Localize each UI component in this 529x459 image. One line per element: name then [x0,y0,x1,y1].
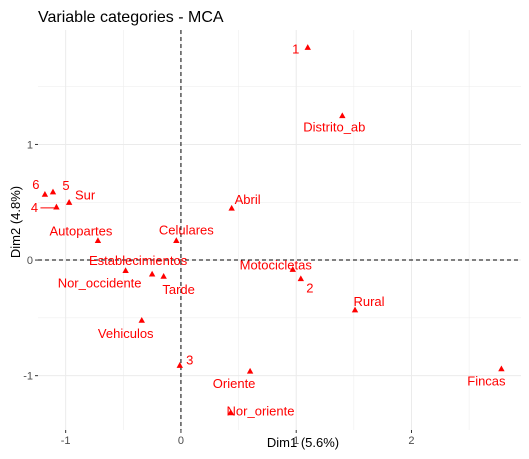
x-tick-label: 2 [408,435,414,447]
point-label: Nor_occidente [58,275,142,290]
point-label: Nor_oriente [227,404,295,419]
data-point [173,237,180,243]
data-point [289,266,296,272]
data-point [122,267,129,274]
y-tick-label: -1 [23,371,33,383]
data-point [304,44,311,50]
point-label: 5 [62,178,69,193]
data-point [228,204,235,211]
data-point [94,237,102,243]
point-label: Tarde [162,282,195,297]
data-point [227,409,234,416]
point-label: Vehiculos [98,326,154,341]
point-label: Autopartes [50,223,113,238]
data-point [297,275,305,282]
x-tick-label: 0 [178,435,184,447]
data-point [148,270,156,277]
y-tick-label: 0 [27,255,33,267]
data-point [53,203,60,210]
point-label: Fincas [467,374,506,389]
point-label: 6 [32,177,39,192]
data-point [41,190,49,197]
point-label: Sur [75,187,96,202]
reference-lines [38,30,521,430]
x-tick-label: -1 [61,435,71,447]
point-label: Abril [235,192,261,207]
y-axis-title: Dim2 (4.8%) [8,186,23,258]
data-point [351,306,359,313]
point-label: Distrito_ab [303,120,365,135]
point-label: Establecimientos [89,253,188,268]
data-point [246,367,254,374]
point-label: Rural [353,294,384,309]
data-point [65,199,73,205]
chart-title: Variable categories - MCA [38,9,224,26]
data-point [176,362,183,368]
point-label: 1 [292,41,299,56]
data-point [138,316,145,323]
data-points [41,44,505,416]
point-label: 2 [306,281,313,296]
data-point [339,112,346,119]
x-tick-label: 1 [293,435,299,447]
x-axis-title: Dim1 (5.6%) [267,435,339,450]
point-label: 4 [31,200,38,215]
y-tick-label: 1 [27,139,33,151]
point-label: Celulares [159,222,214,237]
axis-ticks: -1 0 1 2 -1 0 1 [23,139,414,447]
point-label: Oriente [213,376,256,391]
data-point [160,273,167,279]
point-label: 3 [186,352,193,367]
data-point [498,365,505,372]
data-point [49,188,57,195]
point-labels: 1 Distrito_ab 6 5 Sur 4 Abril Autopartes Celular… [31,41,506,418]
point-label: Motocicletas [240,257,313,272]
